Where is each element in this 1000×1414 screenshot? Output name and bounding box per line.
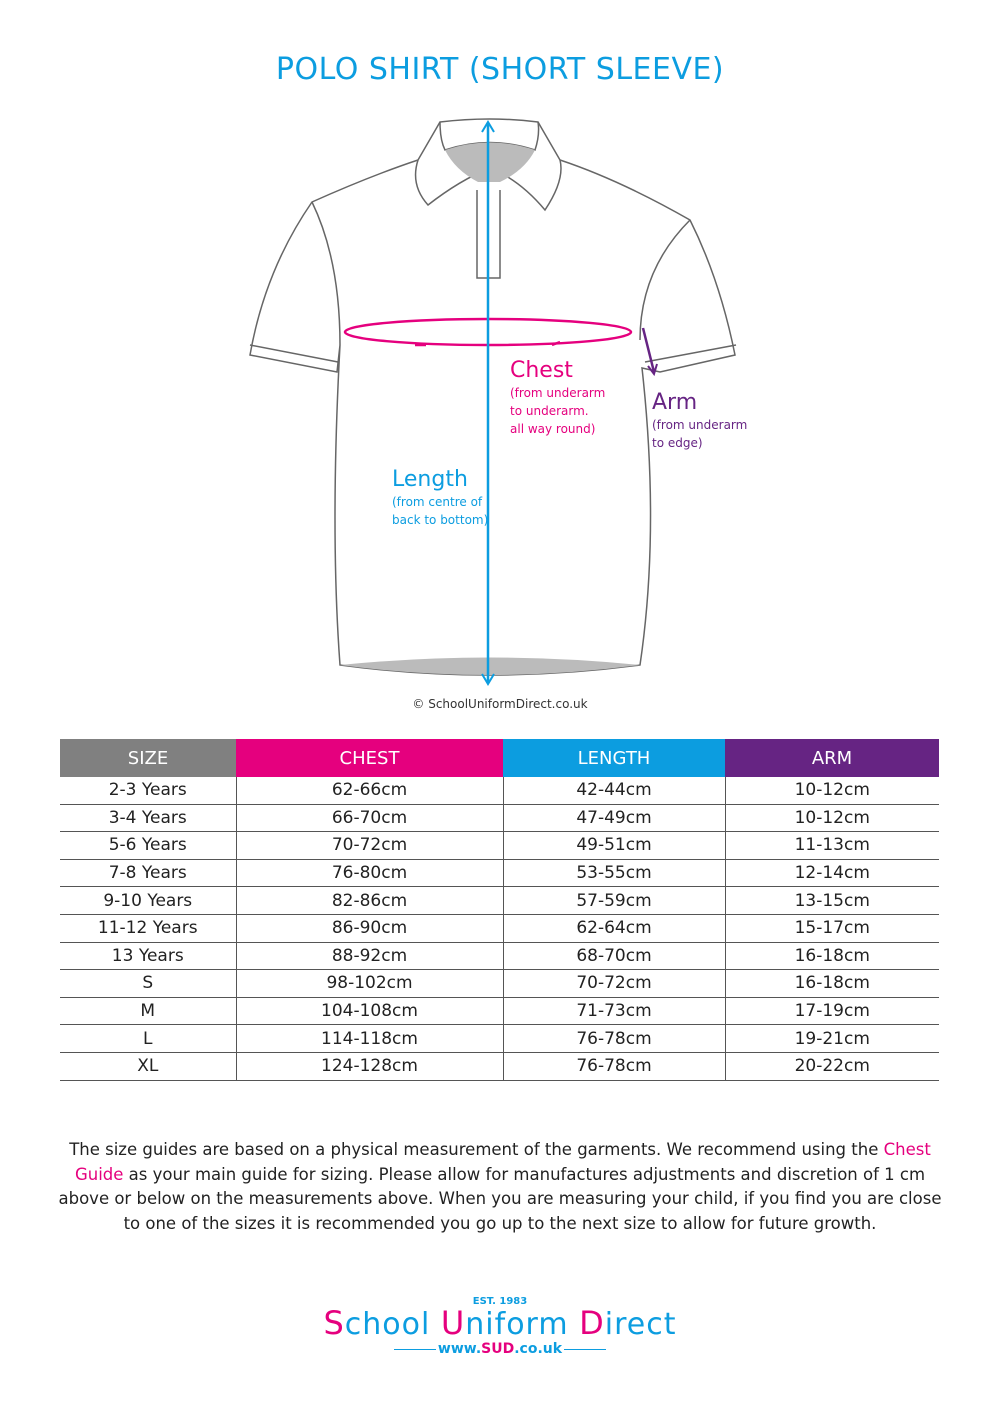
arm-desc: (from underarm xyxy=(652,418,748,432)
cell-size: 5-6 Years xyxy=(60,831,236,860)
arm-desc: to edge) xyxy=(652,436,703,450)
cell-arm: 15-17cm xyxy=(724,914,939,943)
cell-size: XL xyxy=(60,1052,236,1081)
length-title: Length xyxy=(392,467,468,492)
chest-title: Chest xyxy=(510,358,573,383)
logo-est: EST. 1983 xyxy=(472,1296,528,1307)
header-chest: CHEST xyxy=(236,739,503,777)
cell-length: 42-44cm xyxy=(502,777,725,805)
chest-guide-highlight: Chest Guide xyxy=(74,1140,931,1184)
table-row: 13 Years 88-92cm 68-70cm 16-18cm xyxy=(60,942,939,971)
arm-title: Arm xyxy=(652,390,698,415)
cell-length: 47-49cm xyxy=(502,804,725,833)
cell-arm: 13-15cm xyxy=(724,886,939,915)
chest-desc: to underarm. xyxy=(510,404,589,418)
header-length: LENGTH xyxy=(503,739,725,777)
cell-chest: 76-80cm xyxy=(235,859,503,888)
cell-length: 70-72cm xyxy=(502,969,725,998)
cell-chest: 70-72cm xyxy=(235,831,503,860)
cell-size: 3-4 Years xyxy=(60,804,236,833)
cell-length: 68-70cm xyxy=(502,942,725,971)
cell-size: 2-3 Years xyxy=(60,777,236,805)
header-size: SIZE xyxy=(60,739,236,777)
cell-chest: 66-70cm xyxy=(235,804,503,833)
page-title: POLO SHIRT (SHORT SLEEVE) xyxy=(275,52,725,87)
cell-chest: 104-108cm xyxy=(235,997,503,1026)
cell-arm: 10-12cm xyxy=(724,777,939,805)
length-desc: (from centre of xyxy=(392,495,483,509)
cell-length: 71-73cm xyxy=(502,997,725,1026)
table-row: XL 124-128cm 76-78cm 20-22cm xyxy=(60,1052,939,1081)
cell-length: 76-78cm xyxy=(502,1052,725,1081)
arm-label: Arm (from underarm to edge) xyxy=(652,390,747,452)
polo-shirt-diagram xyxy=(249,118,737,686)
copyright: © SchoolUniformDirect.co.uk xyxy=(412,697,588,711)
table-row: 7-8 Years 76-80cm 53-55cm 12-14cm xyxy=(60,859,939,888)
length-desc: back to bottom) xyxy=(392,513,489,527)
chest-label: Chest (from underarm to underarm. all wa… xyxy=(510,358,605,438)
cell-chest: 82-86cm xyxy=(235,886,503,915)
cell-arm: 17-19cm xyxy=(724,997,939,1026)
cell-arm: 20-22cm xyxy=(724,1052,939,1081)
cell-chest: 114-118cm xyxy=(235,1024,503,1053)
size-table: SIZE CHEST LENGTH ARM 2-3 Years 62-66cm 42… xyxy=(60,739,939,1081)
chest-desc: all way round) xyxy=(510,422,596,436)
cell-arm: 16-18cm xyxy=(724,969,939,998)
note-text: as your main guide for sizing. Please al… xyxy=(58,1164,942,1233)
cell-chest: 86-90cm xyxy=(235,914,503,943)
chest-desc: (from underarm xyxy=(510,386,606,400)
table-row: 2-3 Years 62-66cm 42-44cm 10-12cm xyxy=(60,777,939,805)
table-row: L 114-118cm 76-78cm 19-21cm xyxy=(60,1024,939,1053)
cell-size: 11-12 Years xyxy=(60,914,236,943)
cell-length: 76-78cm xyxy=(502,1024,725,1053)
cell-length: 53-55cm xyxy=(502,859,725,888)
header-arm: ARM xyxy=(725,739,939,777)
cell-size: 7-8 Years xyxy=(60,859,236,888)
note-text: The size guides are based on a physical … xyxy=(69,1140,884,1159)
sizing-note: The size guides are based on a physical … xyxy=(55,1138,945,1236)
cell-length: 57-59cm xyxy=(502,886,725,915)
cell-size: S xyxy=(60,969,236,998)
cell-size: 13 Years xyxy=(60,942,236,971)
cell-size: M xyxy=(60,997,236,1026)
brand-logo: EST. 1983 School Uniform Direct www.SUD.… xyxy=(0,1296,1000,1357)
table-row: 9-10 Years 82-86cm 57-59cm 13-15cm xyxy=(60,886,939,915)
logo-url: www.SUD.co.uk xyxy=(0,1341,1000,1357)
cell-arm: 16-18cm xyxy=(724,942,939,971)
table-row: 5-6 Years 70-72cm 49-51cm 11-13cm xyxy=(60,831,939,860)
logo-brand: School Uniform Direct xyxy=(323,1304,677,1342)
cell-size: L xyxy=(60,1024,236,1053)
cell-arm: 19-21cm xyxy=(724,1024,939,1053)
table-row: 11-12 Years 86-90cm 62-64cm 15-17cm xyxy=(60,914,939,943)
cell-length: 62-64cm xyxy=(502,914,725,943)
cell-chest: 62-66cm xyxy=(235,777,503,805)
cell-length: 49-51cm xyxy=(502,831,725,860)
cell-size: 9-10 Years xyxy=(60,886,236,915)
table-row: 3-4 Years 66-70cm 47-49cm 10-12cm xyxy=(60,804,939,833)
table-row: S 98-102cm 70-72cm 16-18cm xyxy=(60,969,939,998)
length-label: Length (from centre of back to bottom) xyxy=(392,467,488,529)
table-row: M 104-108cm 71-73cm 17-19cm xyxy=(60,997,939,1026)
cell-chest: 88-92cm xyxy=(235,942,503,971)
cell-arm: 11-13cm xyxy=(724,831,939,860)
cell-arm: 12-14cm xyxy=(724,859,939,888)
cell-arm: 10-12cm xyxy=(724,804,939,833)
cell-chest: 124-128cm xyxy=(235,1052,503,1081)
arm-measure-arrow xyxy=(641,327,656,373)
cell-chest: 98-102cm xyxy=(235,969,503,998)
